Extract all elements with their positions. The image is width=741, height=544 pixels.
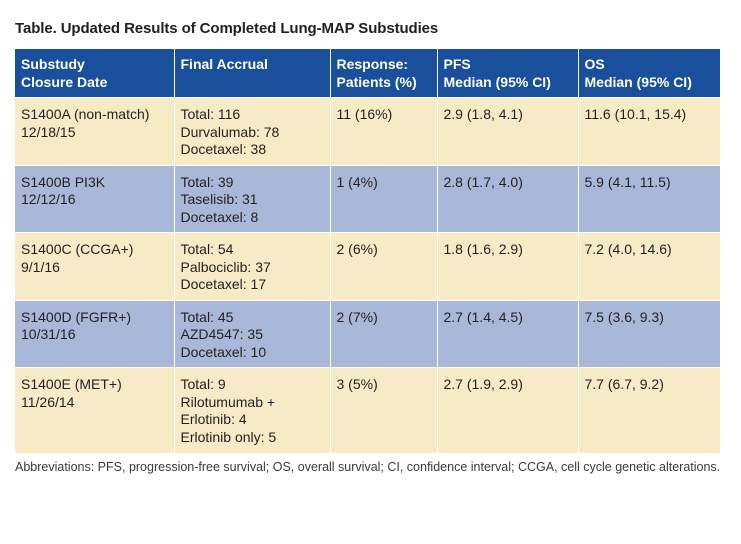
cell-substudy: S1400D (FGFR+) 10/31/16 (15, 299, 175, 368)
header-os-line1: OS (584, 56, 605, 72)
accrual-line: Total: 45 (180, 308, 234, 325)
table-row: S1400C (CCGA+) 9/1/16 Total: 54 Palbocic… (15, 232, 720, 300)
accrual-line: Docetaxel: 38 (180, 141, 267, 157)
cell-pfs: 2.8 (1.7, 4.0) (437, 164, 579, 233)
accrual-line: Docetaxel: 10 (180, 343, 267, 360)
cell-pfs: 2.7 (1.9, 2.9) (437, 367, 579, 453)
header-response: Response: Patients (%) (330, 49, 438, 98)
substudy-name: S1400B PI3K (21, 173, 106, 190)
accrual-line: Durvalumab: 78 (180, 123, 280, 140)
accrual-line: AZD4547: 35 (180, 326, 264, 342)
cell-os: 11.6 (10.1, 15.4) (578, 97, 720, 165)
accrual-line: Rilotumumab + (180, 393, 276, 410)
header-os: OS Median (95% CI) (578, 49, 720, 98)
cell-accrual: Total: 45 AZD4547: 35 Docetaxel: 10 (174, 299, 331, 368)
table-title: Table. Updated Results of Completed Lung… (15, 20, 439, 37)
header-pfs-line2: Median (95% CI) (443, 73, 551, 90)
accrual-line: Docetaxel: 8 (180, 208, 259, 225)
cell-os: 7.2 (4.0, 14.6) (578, 232, 720, 300)
substudy-name: S1400D (FGFR+) (21, 308, 132, 325)
cell-accrual: Total: 54 Palbociclib: 37 Docetaxel: 17 (174, 232, 331, 300)
abbreviations-footnote: Abbreviations: PFS, progression-free sur… (15, 460, 721, 474)
table-row: S1400A (non-match) 12/18/15 Total: 116 D… (15, 97, 720, 165)
cell-response: 1 (4%) (330, 164, 438, 233)
header-substudy-line1: Substudy (21, 56, 85, 72)
table-row: S1400D (FGFR+) 10/31/16 Total: 45 AZD454… (15, 299, 720, 368)
header-pfs: PFS Median (95% CI) (437, 49, 579, 98)
table-row: S1400B PI3K 12/12/16 Total: 39 Taselisib… (15, 164, 720, 233)
header-final-accrual: Final Accrual (174, 49, 331, 98)
cell-substudy: S1400E (MET+) 11/26/14 (15, 367, 175, 453)
closure-date: 12/12/16 (21, 191, 76, 207)
cell-os: 5.9 (4.1, 11.5) (578, 164, 720, 233)
cell-pfs: 1.8 (1.6, 2.9) (437, 232, 579, 300)
cell-os: 7.7 (6.7, 9.2) (578, 367, 720, 453)
header-pfs-line1: PFS (443, 56, 471, 72)
accrual-line: Total: 39 (180, 173, 234, 190)
substudy-name: S1400E (MET+) (21, 376, 122, 392)
accrual-line: Erlotinib only: 5 (180, 428, 277, 445)
cell-pfs: 2.7 (1.4, 4.5) (437, 299, 579, 368)
substudy-name: S1400A (non-match) (21, 106, 150, 122)
closure-date: 9/1/16 (21, 258, 60, 275)
header-substudy-line2: Closure Date (21, 73, 108, 90)
cell-response: 2 (6%) (330, 232, 438, 300)
cell-accrual: Total: 9 Rilotumumab + Erlotinib: 4 Erlo… (174, 367, 331, 453)
header-substudy: Substudy Closure Date (15, 49, 175, 98)
header-os-line2: Median (95% CI) (584, 73, 692, 90)
accrual-line: Total: 9 (180, 376, 226, 392)
closure-date: 11/26/14 (21, 393, 75, 410)
closure-date: 10/31/16 (21, 326, 76, 342)
accrual-line: Total: 116 (180, 106, 241, 122)
accrual-line: Palbociclib: 37 (180, 258, 271, 275)
accrual-line: Total: 54 (180, 241, 234, 257)
header-response-line1: Response: (336, 56, 409, 72)
closure-date: 12/18/15 (21, 123, 76, 140)
cell-accrual: Total: 116 Durvalumab: 78 Docetaxel: 38 (174, 97, 331, 165)
header-accrual-line1: Final Accrual (180, 56, 268, 72)
cell-substudy: S1400B PI3K 12/12/16 (15, 164, 175, 233)
results-table: Substudy Closure Date Final Accrual Resp… (15, 49, 720, 453)
cell-response: 2 (7%) (330, 299, 438, 368)
table-row: S1400E (MET+) 11/26/14 Total: 9 Rilotumu… (15, 367, 720, 453)
cell-accrual: Total: 39 Taselisib: 31 Docetaxel: 8 (174, 164, 331, 233)
accrual-line: Docetaxel: 17 (180, 276, 267, 292)
substudy-name: S1400C (CCGA+) (21, 241, 134, 257)
cell-response: 11 (16%) (330, 97, 438, 165)
accrual-line: Taselisib: 31 (180, 191, 258, 207)
cell-substudy: S1400A (non-match) 12/18/15 (15, 97, 175, 165)
cell-pfs: 2.9 (1.8, 4.1) (437, 97, 579, 165)
cell-response: 3 (5%) (330, 367, 438, 453)
cell-substudy: S1400C (CCGA+) 9/1/16 (15, 232, 175, 300)
cell-os: 7.5 (3.6, 9.3) (578, 299, 720, 368)
header-row: Substudy Closure Date Final Accrual Resp… (15, 49, 720, 98)
accrual-line: Erlotinib: 4 (180, 411, 247, 427)
header-response-line2: Patients (%) (336, 73, 417, 90)
